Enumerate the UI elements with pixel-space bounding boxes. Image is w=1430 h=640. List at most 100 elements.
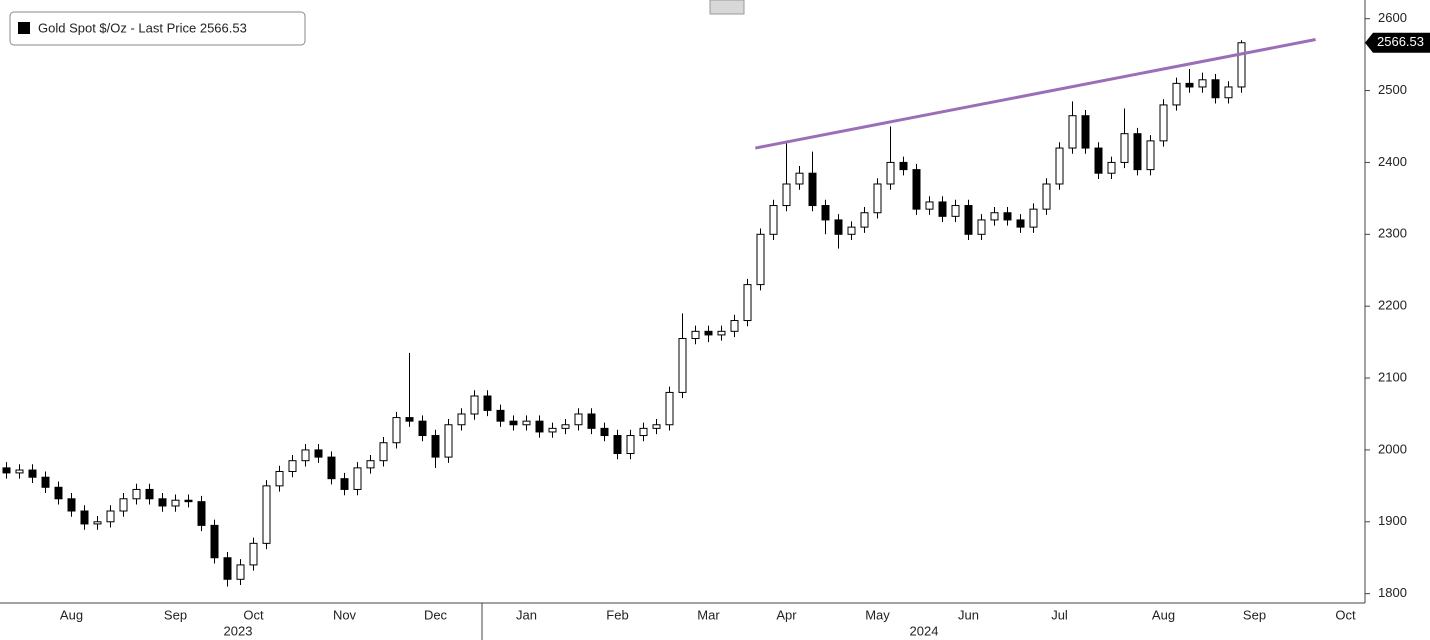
- candle-body: [93, 521, 102, 525]
- y-tick-label: 2000: [1378, 441, 1407, 456]
- candle-body: [249, 542, 258, 566]
- candle-body: [1198, 79, 1207, 88]
- candle-body: [873, 183, 882, 214]
- candle-body: [795, 172, 804, 185]
- candle-body: [106, 510, 115, 523]
- candle-body: [2, 467, 11, 474]
- legend-label: Gold Spot $/Oz - Last Price 2566.53: [38, 20, 247, 35]
- candle-body: [41, 476, 50, 488]
- candle-body: [951, 205, 960, 217]
- candle-body: [171, 499, 180, 507]
- candle-body: [1003, 212, 1012, 221]
- candle-body: [782, 183, 791, 207]
- candle-body: [808, 172, 817, 207]
- candle-body: [678, 338, 687, 393]
- candle-body: [119, 498, 128, 512]
- y-tick-label: 2100: [1378, 369, 1407, 384]
- candle-body: [1042, 183, 1051, 210]
- y-tick-label: 2200: [1378, 298, 1407, 313]
- candle-body: [548, 427, 557, 433]
- x-tick-label: Jul: [1051, 607, 1068, 622]
- candle-body: [197, 501, 206, 526]
- candle-body: [704, 330, 713, 336]
- candle-body: [509, 420, 518, 426]
- candle-body: [847, 226, 856, 235]
- y-tick-label: 1900: [1378, 513, 1407, 528]
- candle-body: [496, 409, 505, 422]
- candle-body: [353, 467, 362, 490]
- candle-body: [860, 212, 869, 228]
- candle-body: [470, 395, 479, 415]
- candle-body: [639, 427, 648, 437]
- candle-body: [210, 524, 219, 559]
- x-tick-label: Aug: [60, 607, 83, 622]
- candle-body: [1224, 86, 1233, 99]
- candle-body: [743, 284, 752, 322]
- candle-body: [1016, 219, 1025, 228]
- candle-body: [1172, 82, 1181, 106]
- x-tick-label: Jan: [516, 607, 537, 622]
- candle-body: [431, 435, 440, 458]
- legend: Gold Spot $/Oz - Last Price 2566.53: [9, 11, 306, 46]
- candle-body: [990, 212, 999, 221]
- candle-body: [457, 413, 466, 426]
- toolbar-icon[interactable]: [709, 0, 745, 15]
- candle-body: [626, 435, 635, 455]
- candle-body: [1159, 104, 1168, 142]
- trendline: [755, 38, 1316, 150]
- candle-body: [1055, 147, 1064, 185]
- year-label: 2024: [910, 623, 939, 638]
- y-tick-label: 2500: [1378, 82, 1407, 97]
- candle-body: [483, 395, 492, 411]
- candle-body: [522, 420, 531, 426]
- x-tick-label: Sep: [1243, 607, 1266, 622]
- x-tick-label: Aug: [1152, 607, 1175, 622]
- candle-body: [392, 417, 401, 444]
- candle-body: [80, 510, 89, 525]
- candle-body: [730, 320, 739, 332]
- x-tick-label: Oct: [243, 607, 264, 622]
- x-tick-label: Mar: [697, 607, 720, 622]
- candle-body: [964, 205, 973, 235]
- candle-body: [613, 435, 622, 455]
- candle-body: [535, 420, 544, 433]
- candle-body: [1081, 115, 1090, 149]
- candle-body: [444, 424, 453, 458]
- candle-body: [600, 427, 609, 437]
- candle-body: [925, 201, 934, 210]
- candle-body: [587, 413, 596, 429]
- legend-swatch: [18, 22, 30, 34]
- candle-body: [912, 169, 921, 210]
- candle-body: [756, 233, 765, 286]
- candle-body: [1068, 115, 1077, 149]
- candle-body: [145, 488, 154, 500]
- y-tick-label: 2400: [1378, 154, 1407, 169]
- candle-body: [262, 485, 271, 544]
- candle-body: [132, 488, 141, 500]
- candle-body: [821, 205, 830, 221]
- y-tick-label: 1800: [1378, 585, 1407, 600]
- candle-body: [1185, 82, 1194, 88]
- y-tick-label: 2300: [1378, 226, 1407, 241]
- candle-body: [418, 420, 427, 437]
- candle-body: [1094, 147, 1103, 174]
- candle-body: [275, 470, 284, 487]
- candle-body: [314, 449, 323, 458]
- candle-body: [665, 391, 674, 426]
- candle-body: [769, 205, 778, 235]
- candle-body: [561, 424, 570, 429]
- legend-box: [9, 11, 306, 46]
- candle-body: [366, 460, 375, 469]
- x-tick-label: Sep: [164, 607, 187, 622]
- x-tick-label: Nov: [333, 607, 357, 622]
- candle-body: [15, 469, 24, 474]
- candle-body: [67, 498, 76, 512]
- x-tick-label: Apr: [776, 607, 797, 622]
- x-tick-label: May: [865, 607, 890, 622]
- x-tick-label: Feb: [606, 607, 628, 622]
- candle-body: [327, 456, 336, 480]
- candle-body: [1133, 133, 1142, 171]
- candle-body: [1029, 208, 1038, 228]
- candle-body: [301, 449, 310, 462]
